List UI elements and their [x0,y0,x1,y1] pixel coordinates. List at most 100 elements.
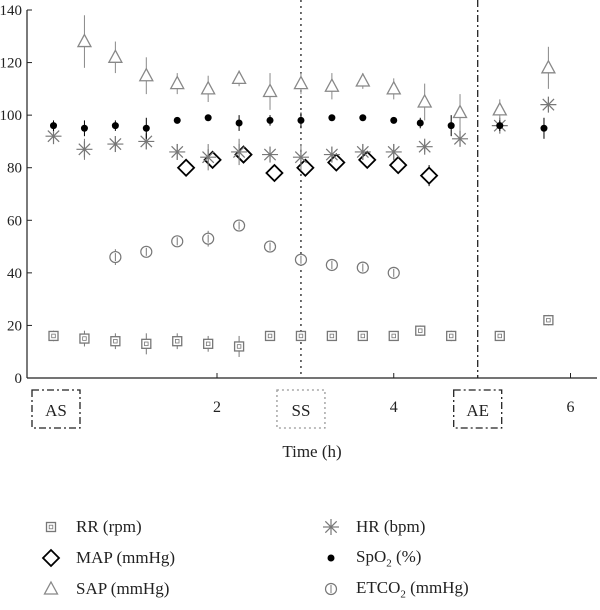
data-point [447,122,455,130]
axes: 0 20 40 60 80 100 120 140 2 4 6 [0,3,597,416]
phase-label: AS [45,401,67,420]
series-square [48,314,554,357]
data-point [265,163,284,183]
data-point [173,116,181,124]
data-point [203,150,222,170]
data-point [142,124,150,132]
data-point [294,151,308,164]
x-tick-label: 2 [213,399,221,416]
x-axis-label: Time (h) [282,442,341,461]
data-point [172,336,183,347]
data-point [492,101,508,116]
data-point [204,114,212,122]
series-triangle [76,15,556,131]
data-point [356,145,369,159]
data-point-inner [236,344,242,349]
y-tick-label: 100 [0,108,22,124]
y-tick-label: 0 [15,371,23,387]
data-point [202,151,215,164]
data-point [78,143,91,156]
y-tick-label: 20 [7,318,22,334]
data-point-inner [360,333,366,339]
data-point [297,116,305,124]
data-point [295,330,307,342]
phase-label: SS [291,401,310,420]
data-point [543,315,554,326]
x-tick-label: 6 [566,399,574,416]
phase-box [276,389,326,429]
data-point [263,148,277,161]
data-point [388,155,408,175]
data-point [200,80,216,95]
x-tick-label: 4 [390,399,398,416]
data-point-inner [329,333,335,339]
data-point [79,333,90,344]
data-point-inner [546,317,551,323]
data-point-inner [82,336,87,341]
data-point [452,104,468,119]
data-point [540,59,556,74]
data-point [171,145,184,159]
data-point [293,75,309,90]
data-point [416,119,424,127]
data-point [496,122,504,130]
data-point [76,33,93,48]
data-point [417,93,433,108]
data-point [140,135,153,148]
data-point [446,330,457,342]
data-point [296,158,315,177]
data-point [176,158,196,177]
series-circle [109,219,400,279]
data-point-inner [391,333,396,339]
data-point [542,98,555,111]
phase-label: AE [466,401,489,420]
data-point [386,80,402,95]
y-tick-label: 120 [0,56,22,72]
data-point [415,325,426,336]
data-point [390,116,398,124]
data-point [138,67,154,82]
data-point-inner [267,333,273,339]
data-point-inner [205,341,211,347]
data-point-inner [298,333,304,339]
phase-box [31,389,81,429]
data-point-inner [448,333,454,339]
data-point [453,132,467,145]
data-point [327,153,346,172]
data-point [388,330,399,342]
y-tick-label: 140 [0,3,22,19]
data-point-inner [113,338,118,344]
data-point [141,338,152,349]
data-point [387,145,400,159]
data-point [326,330,338,342]
data-point [110,336,121,347]
series-dot [50,112,548,139]
data-point-inner [418,328,423,333]
data-point [325,148,338,161]
data-point [203,338,214,349]
data-point [231,69,247,84]
data-point [494,330,505,342]
data-point [419,166,439,185]
phase-markers: AS SS AE [31,0,503,429]
data-point [264,330,276,342]
data-point [107,48,123,63]
data-point [540,124,548,132]
data-point [359,114,367,122]
data-point [233,341,245,352]
data-point [266,116,274,124]
data-point [357,330,368,342]
data-point [109,137,122,151]
data-point [418,140,431,153]
data-point [50,122,58,130]
data-point [80,124,88,132]
data-point [47,130,60,143]
data-point [235,119,243,127]
data-point [233,145,246,159]
data-point [355,72,371,87]
data-point-inner [497,333,502,339]
data-point [234,145,253,164]
data-series [45,15,557,357]
data-point [169,75,185,90]
